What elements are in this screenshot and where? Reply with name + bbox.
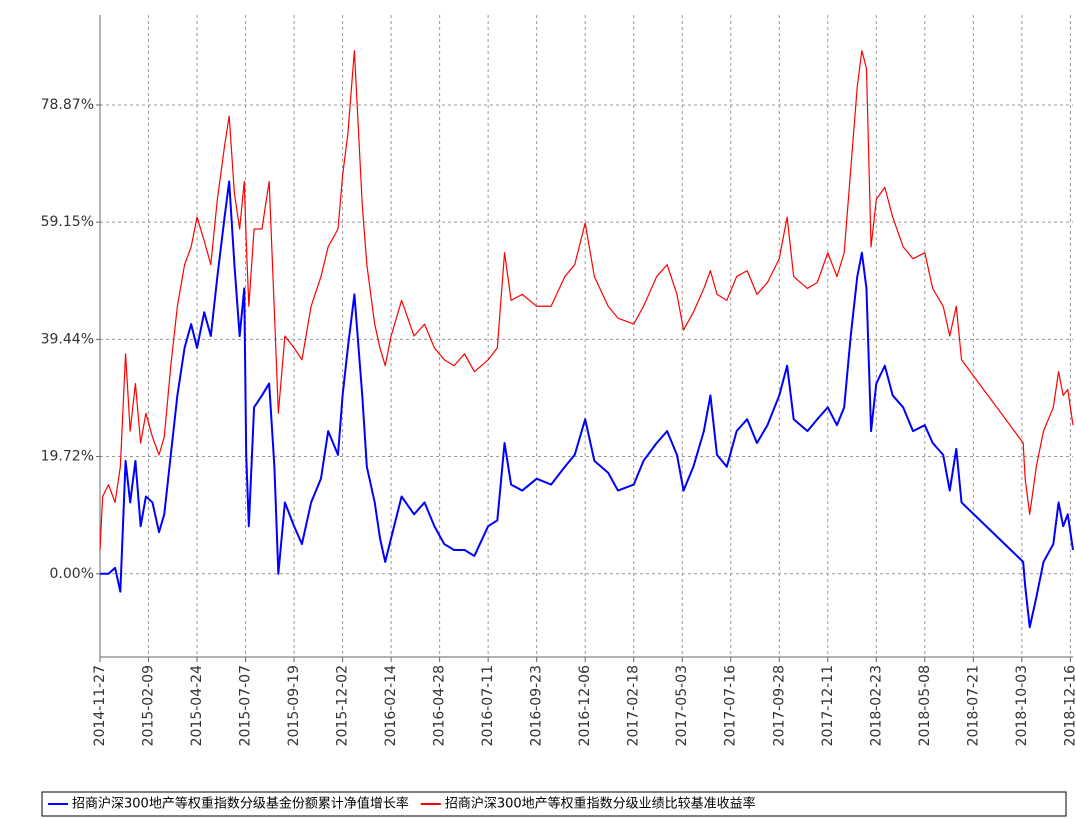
- data-line: [100, 180, 1074, 629]
- data-line: [99, 50, 1074, 551]
- x-tick-label: 2016-02-14: [383, 665, 399, 746]
- x-tick-label: 2018-07-21: [965, 665, 981, 746]
- y-tick-label: 78.87%: [41, 97, 94, 113]
- x-tick-label: 2017-12-11: [820, 665, 836, 746]
- x-tick-label: 2014-11-27: [92, 665, 108, 746]
- y-tick-label: 59.15%: [41, 214, 94, 230]
- x-tick-label: 2018-10-03: [1014, 665, 1030, 746]
- y-tick-label: 0.00%: [50, 566, 94, 582]
- x-tick-label: 2015-12-02: [335, 665, 351, 746]
- x-tick-label: 2016-04-28: [432, 665, 448, 746]
- x-tick-label: 2015-07-07: [238, 665, 254, 746]
- x-tick-label: 2015-09-19: [286, 665, 302, 746]
- legend-label: 招商沪深300地产等权重指数分级基金份额累计净值增长率: [72, 796, 409, 812]
- x-tick-label: 2018-02-23: [868, 665, 884, 746]
- x-tick-label: 2017-09-28: [771, 665, 787, 746]
- x-tick-label: 2016-12-06: [577, 665, 593, 746]
- x-tick-label: 2018-12-16: [1062, 665, 1076, 746]
- x-tick-label: 2017-02-18: [626, 665, 642, 746]
- x-tick-label: 2015-02-09: [141, 665, 157, 746]
- x-tick-label: 2017-07-16: [723, 665, 739, 746]
- x-tick-label: 2017-05-03: [674, 665, 690, 746]
- legend-label: 招商沪深300地产等权重指数分级业绩比较基准收益率: [445, 796, 756, 812]
- x-tick-label: 2018-05-08: [917, 665, 933, 746]
- x-tick-label: 2016-09-23: [529, 665, 545, 746]
- y-tick-label: 39.44%: [41, 331, 94, 347]
- x-tick-label: 2015-04-24: [189, 665, 205, 746]
- legend-box: [41, 791, 1067, 817]
- x-tick-label: 2016-07-11: [480, 665, 496, 746]
- y-tick-label: 19.72%: [41, 449, 94, 465]
